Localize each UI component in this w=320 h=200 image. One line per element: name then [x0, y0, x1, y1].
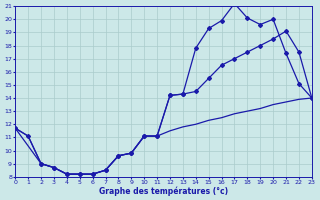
- X-axis label: Graphe des températures (°c): Graphe des températures (°c): [99, 186, 228, 196]
